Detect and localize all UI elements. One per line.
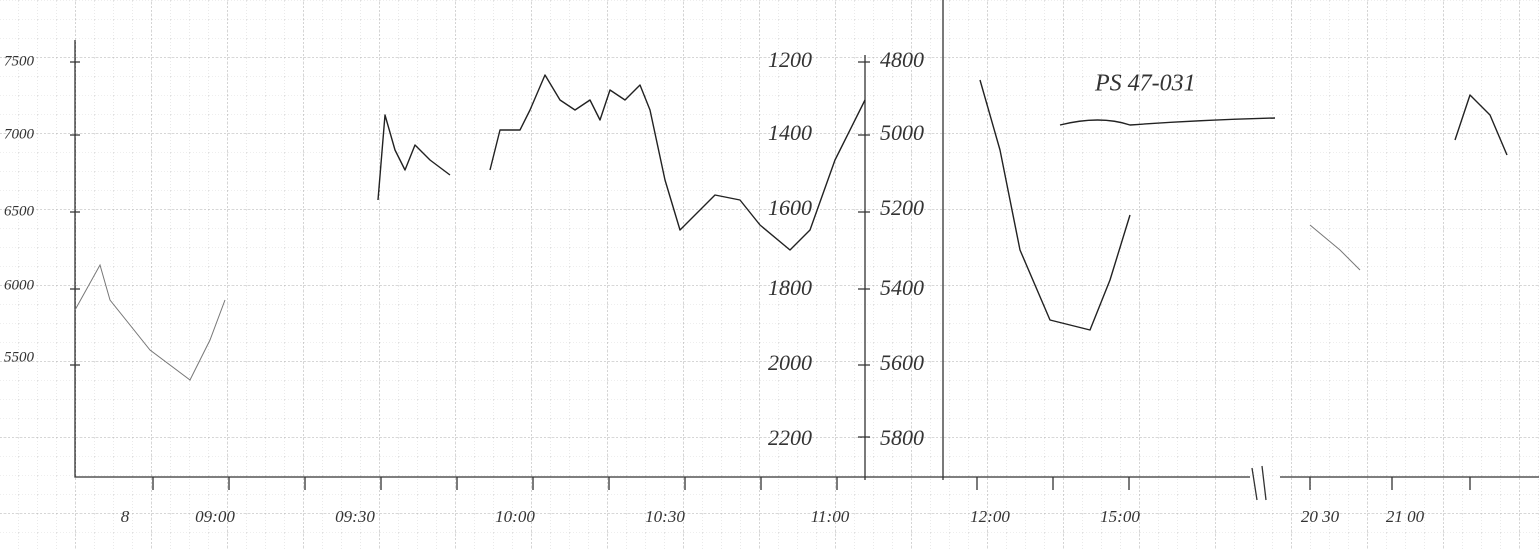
x-tick-label: 09:00	[195, 507, 235, 526]
annotation: PS 47-031	[1094, 71, 1196, 97]
inner-right-label: 5400	[880, 275, 924, 300]
x-tick-label: 15:00	[1100, 507, 1140, 526]
x-tick-label: 10:00	[495, 507, 535, 526]
left-axis-labels: 7500 7000 6500 6000 5500	[4, 53, 35, 365]
inner-left-label: 2200	[768, 425, 812, 450]
inner-left-label: 1800	[768, 275, 812, 300]
x-axis-labels: 8 09:00 09:30 10:00 10:30 11:00 12:00 15:00 20 3…	[121, 507, 1425, 526]
x-tick-label: 20 30	[1301, 507, 1340, 526]
x-tick-label: 09:30	[335, 507, 375, 526]
x-tick-label: 21 00	[1386, 507, 1425, 526]
axes	[70, 0, 1539, 501]
left-tick-label: 6000	[4, 277, 35, 293]
x-tick-label: 10:30	[645, 507, 685, 526]
curves	[74, 74, 1508, 381]
inner-left-label: 1200	[768, 47, 812, 72]
left-tick-label: 5500	[4, 349, 35, 365]
inner-axis-labels: 1200 1400 1600 1800 2000 2200 4800 5000 5200 5400…	[768, 47, 924, 450]
x-tick-label: 11:00	[811, 507, 850, 526]
inner-left-label: 1600	[768, 195, 812, 220]
x-tick-label: 12:00	[970, 507, 1010, 526]
inner-left-label: 1400	[768, 120, 812, 145]
inner-right-label: 5800	[880, 425, 924, 450]
inner-left-label: 2000	[768, 350, 812, 375]
inner-right-label: 5000	[880, 120, 924, 145]
inner-right-label: 4800	[880, 47, 924, 72]
x-tick-label: 8	[121, 507, 130, 526]
inner-right-label: 5600	[880, 350, 924, 375]
left-tick-label: 7500	[4, 53, 35, 69]
inner-right-label: 5200	[880, 195, 924, 220]
left-tick-label: 6500	[4, 203, 35, 219]
left-tick-label: 7000	[4, 126, 35, 142]
